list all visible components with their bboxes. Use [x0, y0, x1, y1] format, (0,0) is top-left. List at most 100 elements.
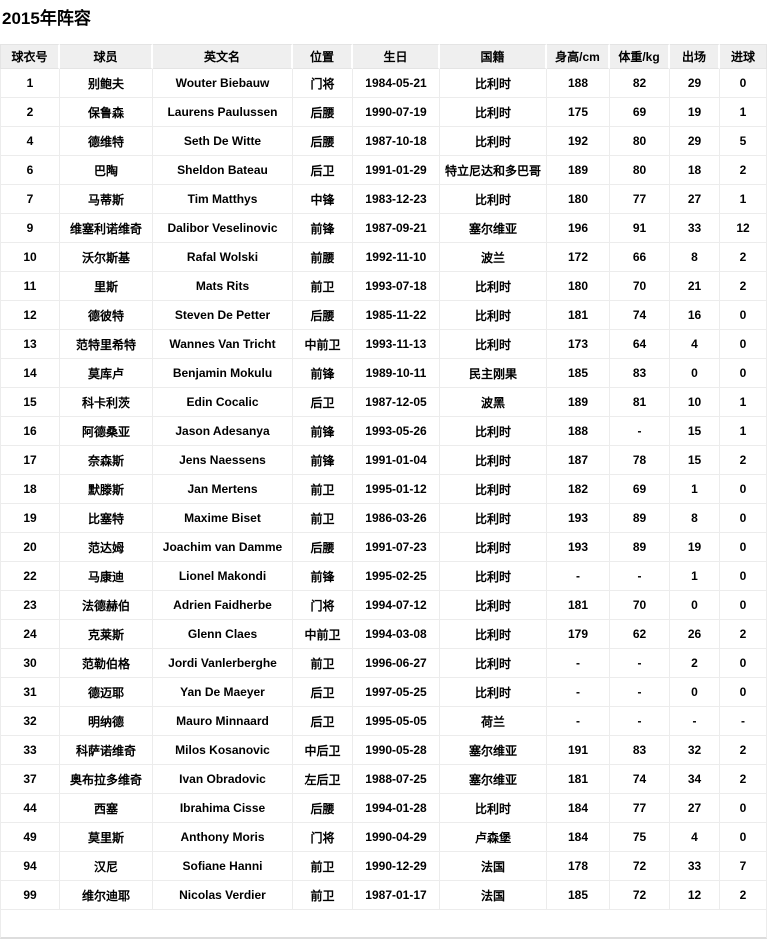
cell-goals: 0 [720, 359, 767, 388]
cell-jersey-number: 33 [0, 736, 60, 765]
squad-roster-table: 球衣号 球员 英文名 位置 生日 国籍 身高/cm 体重/kg 出场 进球 1 别鲍夫 Wouter … [0, 44, 767, 939]
cell-player-name-cn: 阿德桑亚 [60, 417, 153, 446]
cell-goals: 0 [720, 794, 767, 823]
cell-weight: 70 [610, 591, 670, 620]
cell-jersey-number: 9 [0, 214, 60, 243]
cell-jersey-number: 19 [0, 504, 60, 533]
cell-position: 前卫 [293, 504, 353, 533]
cell-nationality: 比利时 [440, 98, 547, 127]
cell-appearances: 27 [670, 185, 720, 214]
cell-goals: 2 [720, 620, 767, 649]
cell-height: 182 [547, 475, 610, 504]
cell-nationality: 波黑 [440, 388, 547, 417]
cell-position: 前腰 [293, 243, 353, 272]
cell-height: 196 [547, 214, 610, 243]
cell-player-name-en: Laurens Paulussen [153, 98, 293, 127]
cell-jersey-number: 11 [0, 272, 60, 301]
cell-jersey-number: 12 [0, 301, 60, 330]
cell-height: 181 [547, 301, 610, 330]
table-row: 15 科卡利茨 Edin Cocalic 后卫 1987-12-05 波黑 189 81 10 1 [0, 388, 767, 417]
cell-nationality: 比利时 [440, 69, 547, 98]
cell-jersey-number: 32 [0, 707, 60, 736]
cell-player-name-en: Wouter Biebauw [153, 69, 293, 98]
cell-nationality: 比利时 [440, 185, 547, 214]
cell-jersey-number: 2 [0, 98, 60, 127]
cell-weight: - [610, 649, 670, 678]
cell-position: 前卫 [293, 649, 353, 678]
cell-player-name-cn: 维塞利诺维奇 [60, 214, 153, 243]
cell-player-name-cn: 德彼特 [60, 301, 153, 330]
cell-birthday: 1994-01-28 [353, 794, 440, 823]
cell-height: 193 [547, 504, 610, 533]
cell-appearances: 33 [670, 852, 720, 881]
table-row: 20 范达姆 Joachim van Damme 后腰 1991-07-23 比利时 193… [0, 533, 767, 562]
cell-birthday: 1995-02-25 [353, 562, 440, 591]
cell-appearances: - [670, 707, 720, 736]
cell-birthday: 1987-12-05 [353, 388, 440, 417]
cell-player-name-en: Joachim van Damme [153, 533, 293, 562]
cell-position: 门将 [293, 69, 353, 98]
cell-birthday: 1983-12-23 [353, 185, 440, 214]
cell-height: 193 [547, 533, 610, 562]
cell-weight: 83 [610, 359, 670, 388]
table-row: 6 巴陶 Sheldon Bateau 后卫 1991-01-29 特立尼达和多巴哥 189… [0, 156, 767, 185]
cell-birthday: 1993-11-13 [353, 330, 440, 359]
cell-player-name-cn: 维尔迪耶 [60, 881, 153, 910]
cell-nationality: 比利时 [440, 127, 547, 156]
cell-goals: 0 [720, 330, 767, 359]
cell-goals: 2 [720, 736, 767, 765]
cell-birthday: 1988-07-25 [353, 765, 440, 794]
cell-player-name-cn: 范特里希特 [60, 330, 153, 359]
cell-weight: - [610, 678, 670, 707]
table-row: 4 德维特 Seth De Witte 后腰 1987-10-18 比利时 192 80 29 5 [0, 127, 767, 156]
column-header-jersey-number: 球衣号 [0, 44, 60, 69]
cell-appearances: 21 [670, 272, 720, 301]
cell-weight: 78 [610, 446, 670, 475]
cell-player-name-en: Lionel Makondi [153, 562, 293, 591]
table-row: 17 奈森斯 Jens Naessens 前锋 1991-01-04 比利时 187 78 15… [0, 446, 767, 475]
cell-player-name-en: Ibrahima Cisse [153, 794, 293, 823]
cell-player-name-cn: 比塞特 [60, 504, 153, 533]
cell-weight: 89 [610, 504, 670, 533]
cell-birthday: 1996-06-27 [353, 649, 440, 678]
table-row: 33 科萨诺维奇 Milos Kosanovic 中后卫 1990-05-28 塞尔维亚 1… [0, 736, 767, 765]
cell-player-name-en: Glenn Claes [153, 620, 293, 649]
cell-weight: 69 [610, 475, 670, 504]
cell-nationality: 比利时 [440, 272, 547, 301]
cell-jersey-number: 1 [0, 69, 60, 98]
table-row: 49 莫里斯 Anthony Moris 门将 1990-04-29 卢森堡 184 75 4 0 [0, 823, 767, 852]
cell-nationality: 比利时 [440, 794, 547, 823]
cell-jersey-number: 31 [0, 678, 60, 707]
table-row: 14 莫库卢 Benjamin Mokulu 前锋 1989-10-11 民主刚果 185 8… [0, 359, 767, 388]
column-header-goals: 进球 [720, 44, 767, 69]
cell-birthday: 1995-01-12 [353, 475, 440, 504]
table-row: 16 阿德桑亚 Jason Adesanya 前锋 1993-05-26 比利时 188-1… [0, 417, 767, 446]
cell-jersey-number: 44 [0, 794, 60, 823]
table-row: 12 德彼特 Steven De Petter 后腰 1985-11-22 比利时 181 7… [0, 301, 767, 330]
cell-birthday: 1994-07-12 [353, 591, 440, 620]
cell-nationality: 比利时 [440, 504, 547, 533]
cell-player-name-cn: 马康迪 [60, 562, 153, 591]
table-row: 99 维尔迪耶 Nicolas Verdier 前卫 1987-01-17 法国 185 72… [0, 881, 767, 910]
cell-goals: 1 [720, 417, 767, 446]
cell-weight: 82 [610, 69, 670, 98]
cell-player-name-en: Dalibor Veselinovic [153, 214, 293, 243]
cell-player-name-en: Jordi Vanlerberghe [153, 649, 293, 678]
cell-jersey-number: 22 [0, 562, 60, 591]
cell-nationality: 比利时 [440, 301, 547, 330]
cell-player-name-en: Rafal Wolski [153, 243, 293, 272]
cell-nationality: 法国 [440, 852, 547, 881]
cell-nationality: 比利时 [440, 330, 547, 359]
cell-position: 前卫 [293, 881, 353, 910]
cell-player-name-en: Nicolas Verdier [153, 881, 293, 910]
table-header-row: 球衣号 球员 英文名 位置 生日 国籍 身高/cm 体重/kg 出场 进球 [0, 44, 767, 69]
cell-position: 左后卫 [293, 765, 353, 794]
table-row: 2 保鲁森 Laurens Paulussen 后腰 1990-07-19 比利时 175 6… [0, 98, 767, 127]
cell-position: 中后卫 [293, 736, 353, 765]
cell-jersey-number: 37 [0, 765, 60, 794]
cell-height: 192 [547, 127, 610, 156]
cell-height: - [547, 678, 610, 707]
cell-weight: 66 [610, 243, 670, 272]
cell-height: 187 [547, 446, 610, 475]
cell-position: 前锋 [293, 562, 353, 591]
